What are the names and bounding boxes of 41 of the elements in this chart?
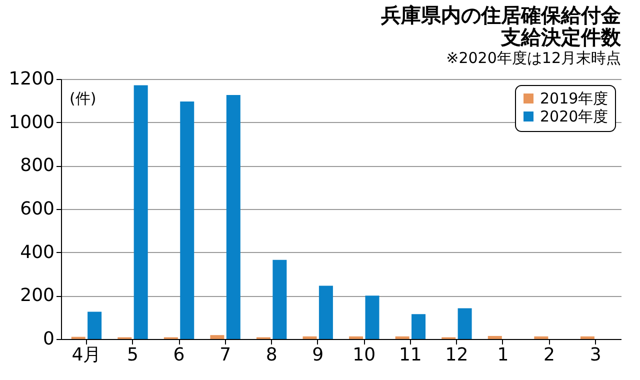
text: 兵庫県内の住居確保給付金 — [381, 3, 621, 27]
bar — [580, 336, 594, 339]
y-tick-label: 1200 — [8, 68, 54, 90]
bar — [534, 336, 548, 339]
y-tick-label: 800 — [20, 155, 54, 176]
bar — [210, 335, 224, 339]
bar — [488, 336, 502, 339]
bar — [349, 336, 364, 339]
x-tick-label: 10 — [352, 344, 376, 366]
x-tick-label: 7 — [220, 344, 232, 366]
y-axis-title: (件) — [70, 90, 96, 108]
bar — [458, 308, 472, 339]
bar — [412, 314, 426, 339]
x-tick-label: 3 — [590, 344, 602, 366]
bar — [302, 336, 317, 339]
x-tick-label: 11 — [398, 344, 422, 366]
x-tick-label: 9 — [312, 344, 324, 366]
chart-subtitle: ※2020年度は12月末時点 — [446, 49, 621, 67]
bar — [318, 286, 333, 339]
y-tick-label: 200 — [20, 285, 54, 306]
x-tick-label: 2 — [544, 344, 555, 366]
bar — [134, 85, 148, 339]
legend-label: 2019年度 — [540, 90, 608, 108]
y-tick-label: 1000 — [8, 112, 54, 133]
bar — [180, 102, 194, 339]
y-tick-label: 400 — [20, 242, 54, 263]
x-tick-label: 1 — [497, 344, 509, 366]
y-tick-label: 600 — [20, 198, 54, 220]
bar — [226, 95, 240, 339]
legend-label: 2020年度 — [540, 108, 608, 126]
bar — [272, 260, 287, 339]
bar — [395, 336, 410, 339]
x-tick-label: 6 — [173, 344, 185, 366]
x-tick-label: 5 — [127, 344, 138, 366]
x-tick-label: 12 — [445, 344, 468, 366]
bar — [88, 312, 102, 339]
text: 支給決定件数 — [501, 25, 621, 49]
bar — [365, 296, 380, 339]
y-tick-label: 0 — [43, 328, 54, 350]
x-tick-label: 4月 — [72, 344, 102, 366]
x-tick-label: 8 — [266, 344, 278, 366]
